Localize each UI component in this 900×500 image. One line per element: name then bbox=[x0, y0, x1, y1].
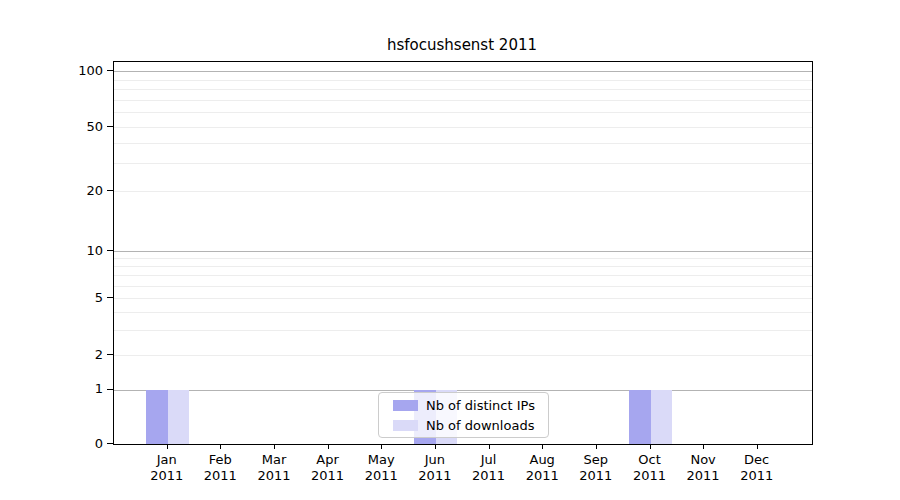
y-tick-label-0: 0 bbox=[0, 436, 103, 451]
y-tick-10 bbox=[107, 250, 113, 251]
bar-jan-downloads bbox=[168, 390, 190, 445]
minor-gridline-y3 bbox=[114, 330, 812, 331]
minor-gridline-y8 bbox=[114, 266, 812, 267]
minor-gridline-y30 bbox=[114, 163, 812, 164]
major-gridline-y100 bbox=[114, 71, 812, 72]
x-label-year: 2011 bbox=[717, 468, 797, 484]
minor-gridline-y6 bbox=[114, 286, 812, 287]
minor-gridline-y4 bbox=[114, 312, 812, 313]
legend-label: Nb of downloads bbox=[426, 418, 534, 433]
minor-gridline-y50 bbox=[114, 127, 812, 128]
y-tick-100 bbox=[107, 70, 113, 71]
x-tick-sep bbox=[596, 444, 597, 449]
y-tick-label-20: 20 bbox=[0, 183, 103, 198]
minor-gridline-y5 bbox=[114, 298, 812, 299]
figure: hsfocushsenst 2011 0125102050100 Jan2011… bbox=[0, 0, 900, 500]
x-tick-feb bbox=[220, 444, 221, 449]
y-tick-5 bbox=[107, 297, 113, 298]
x-tick-jul bbox=[489, 444, 490, 449]
x-tick-dec bbox=[757, 444, 758, 449]
legend: Nb of distinct IPs Nb of downloads bbox=[378, 392, 549, 438]
x-tick-aug bbox=[542, 444, 543, 449]
minor-gridline-y90 bbox=[114, 80, 812, 81]
y-tick-50 bbox=[107, 126, 113, 127]
y-tick-label-100: 100 bbox=[0, 63, 103, 78]
y-tick-1 bbox=[107, 389, 113, 390]
y-tick-label-50: 50 bbox=[0, 119, 103, 134]
x-tick-apr bbox=[328, 444, 329, 449]
legend-label: Nb of distinct IPs bbox=[426, 398, 535, 413]
minor-gridline-y70 bbox=[114, 100, 812, 101]
y-tick-label-2: 2 bbox=[0, 347, 103, 362]
minor-gridline-y20 bbox=[114, 191, 812, 192]
x-tick-label-dec: Dec2011 bbox=[717, 452, 797, 484]
chart-title: hsfocushsenst 2011 bbox=[113, 36, 811, 54]
legend-item-downloads: Nb of downloads bbox=[393, 417, 548, 433]
plot-area bbox=[113, 61, 813, 445]
y-tick-20 bbox=[107, 190, 113, 191]
x-tick-may bbox=[381, 444, 382, 449]
y-tick-label-1: 1 bbox=[0, 381, 103, 396]
minor-gridline-y9 bbox=[114, 258, 812, 259]
minor-gridline-y60 bbox=[114, 112, 812, 113]
major-gridline-y10 bbox=[114, 251, 812, 252]
y-tick-label-5: 5 bbox=[0, 290, 103, 305]
legend-swatch-icon bbox=[393, 400, 418, 411]
major-gridline-y1 bbox=[114, 390, 812, 391]
legend-swatch-icon bbox=[393, 420, 418, 431]
bar-oct-downloads bbox=[651, 390, 673, 445]
bar-oct-distinct-ips bbox=[629, 390, 651, 445]
y-tick-2 bbox=[107, 354, 113, 355]
minor-gridline-y80 bbox=[114, 89, 812, 90]
x-tick-jun bbox=[435, 444, 436, 449]
minor-gridline-y7 bbox=[114, 275, 812, 276]
x-label-month: Dec bbox=[717, 452, 797, 468]
x-tick-oct bbox=[650, 444, 651, 449]
legend-item-distinct-ips: Nb of distinct IPs bbox=[393, 397, 548, 413]
bar-jan-distinct-ips bbox=[146, 390, 168, 445]
minor-gridline-y2 bbox=[114, 355, 812, 356]
x-tick-jan bbox=[167, 444, 168, 449]
x-tick-mar bbox=[274, 444, 275, 449]
minor-gridline-y40 bbox=[114, 143, 812, 144]
y-tick-0 bbox=[107, 443, 113, 444]
y-tick-label-10: 10 bbox=[0, 243, 103, 258]
x-tick-nov bbox=[703, 444, 704, 449]
